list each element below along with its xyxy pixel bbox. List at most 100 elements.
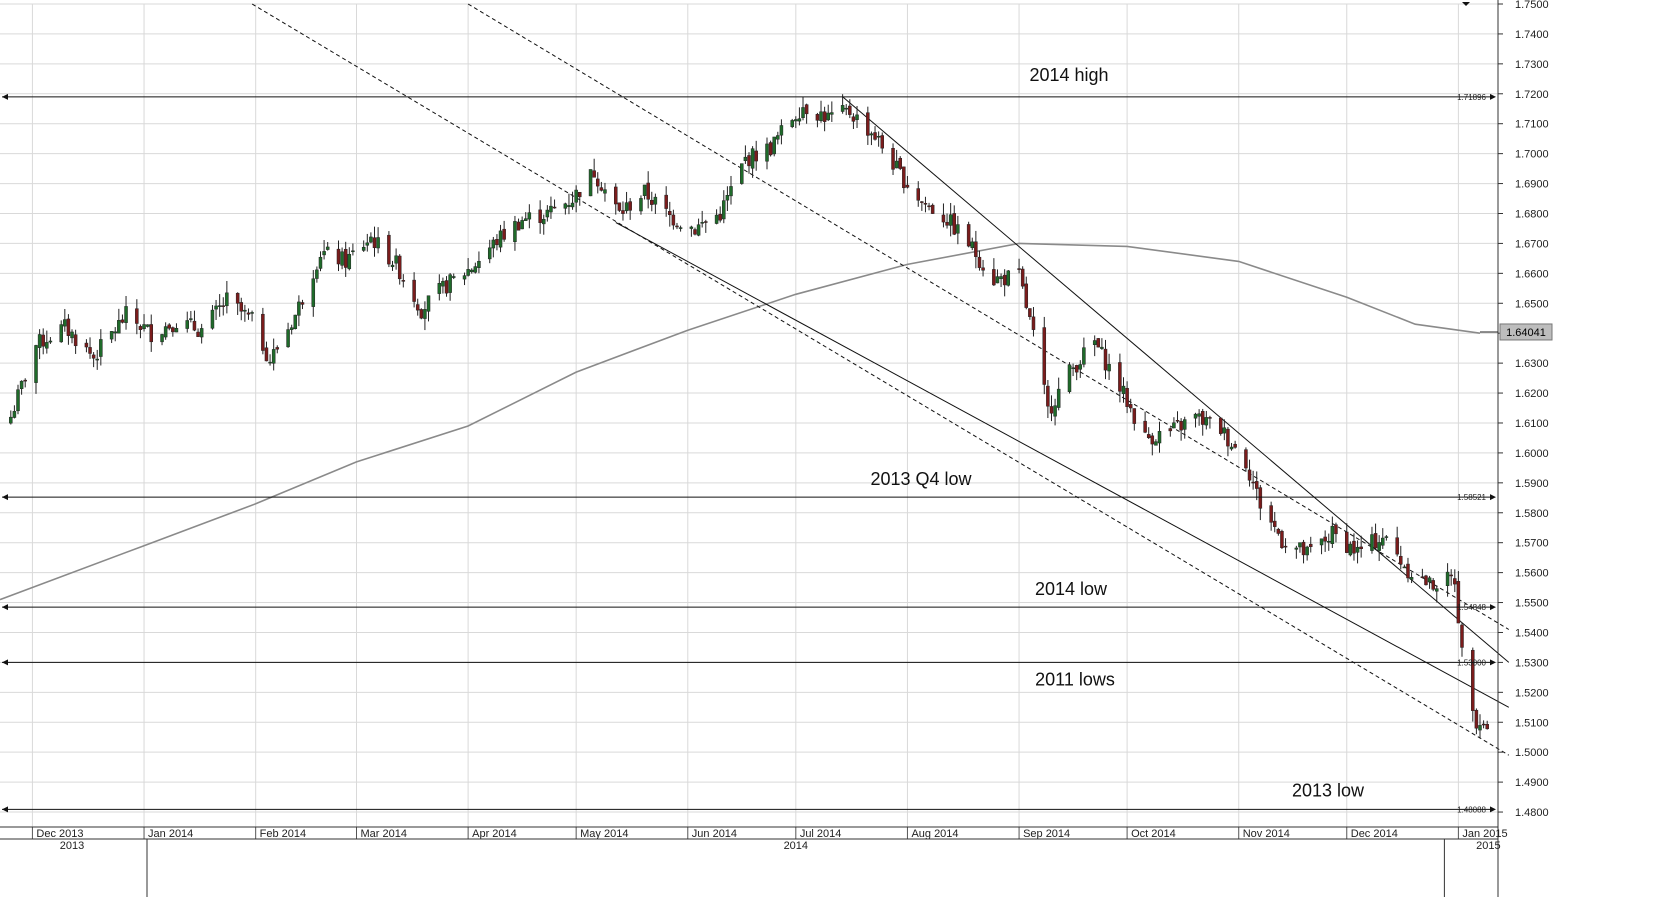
month-label: Jan 2014 [148, 828, 193, 840]
month-label: May 2014 [580, 828, 628, 840]
candle [246, 308, 251, 320]
candle [225, 280, 229, 314]
candle [376, 227, 380, 254]
candle-body-up [318, 256, 323, 269]
candle-body-down [275, 347, 280, 350]
candle-body-down [149, 324, 153, 343]
candle-body-down [138, 326, 143, 330]
candle-body-up [653, 196, 658, 205]
month-label: Jun 2014 [692, 828, 737, 840]
candle-body-down [704, 221, 708, 223]
candle [369, 232, 373, 244]
year-label: 2013 [60, 840, 84, 852]
candle [462, 272, 467, 286]
candle-body-up [289, 327, 294, 330]
level-arrow-left [2, 93, 8, 100]
candle-body-up [826, 112, 830, 121]
candle-body-down [1272, 520, 1277, 527]
candle-body-up [1327, 540, 1331, 543]
candle [1103, 339, 1108, 380]
candle [289, 324, 294, 335]
candle-body-down [1283, 545, 1288, 548]
candle [487, 239, 492, 264]
candle-body-down [891, 148, 895, 170]
level-arrow-left [2, 494, 8, 501]
candle [390, 260, 395, 271]
candle-body-up [487, 247, 492, 260]
candle-body-up [210, 309, 215, 329]
candle [765, 137, 769, 170]
y-tick-label: 1.6700 [1515, 238, 1549, 250]
candle [1460, 622, 1464, 657]
candle-body-up [1006, 270, 1011, 286]
candle-body-up [797, 118, 802, 122]
candle [1071, 363, 1075, 377]
level-arrow-right [1490, 604, 1496, 611]
candle-body-up [12, 411, 17, 418]
candle-body-up [1092, 340, 1097, 345]
y-tick-label: 1.5800 [1515, 508, 1549, 520]
candle-body-down [902, 166, 906, 189]
candle-body-up [830, 112, 834, 115]
candle [120, 314, 125, 324]
candle-body-up [772, 136, 776, 155]
candle-body-up [1071, 367, 1075, 369]
candle-body-down [920, 201, 924, 203]
candle [768, 140, 773, 157]
candle-body-down [599, 187, 604, 191]
candle-body-up [1157, 431, 1162, 444]
candle-body-up [779, 125, 784, 136]
candle-body-down [1424, 575, 1428, 586]
candle [1276, 527, 1281, 536]
chart-overlays [0, 3, 1510, 756]
candle [1028, 308, 1032, 320]
candle-body-down [693, 229, 697, 235]
candle [1334, 522, 1338, 543]
candle-body-down [1024, 283, 1029, 308]
candle-body-up [549, 205, 553, 213]
candle-body-up [99, 339, 103, 357]
candle-body-up [545, 209, 550, 218]
candle-body-down [444, 280, 449, 294]
candle-body-up [790, 120, 794, 127]
candle-body-up [268, 361, 272, 364]
candle [668, 201, 672, 227]
candle [1002, 269, 1007, 297]
candle-body-down [664, 194, 668, 209]
candle-body-down [401, 280, 406, 282]
candle-body-up [513, 221, 517, 243]
candle [1150, 432, 1155, 456]
y-tick-label: 1.5900 [1515, 478, 1549, 490]
candle [1406, 557, 1410, 583]
candle-body-down [1431, 580, 1435, 590]
candle [196, 328, 200, 338]
candle-body-down [1258, 487, 1263, 509]
candle-body-down [898, 157, 902, 169]
candle [12, 405, 17, 419]
candle [1100, 338, 1104, 350]
candle [239, 297, 244, 321]
candle [491, 236, 496, 258]
candle [999, 273, 1003, 288]
candle [704, 219, 708, 233]
candle-body-up [1182, 419, 1187, 430]
candle-body-down [1046, 385, 1050, 407]
candle-body-up [725, 195, 730, 201]
year-label: 2015 [1476, 840, 1500, 852]
month-label: Nov 2014 [1243, 828, 1290, 840]
candle [1254, 471, 1259, 501]
candle-body-up [970, 241, 975, 249]
candle-body-down [621, 210, 625, 214]
candle [1373, 523, 1378, 550]
candle-body-up [527, 212, 532, 220]
month-label: Dec 2014 [1351, 828, 1398, 840]
y-tick-label: 1.5600 [1515, 568, 1549, 580]
candle [1370, 526, 1374, 554]
candle [1229, 442, 1234, 451]
candle [1067, 362, 1072, 394]
candle [135, 299, 139, 335]
candle-body-down [981, 267, 985, 271]
candle [1327, 533, 1331, 551]
candle [325, 242, 330, 251]
